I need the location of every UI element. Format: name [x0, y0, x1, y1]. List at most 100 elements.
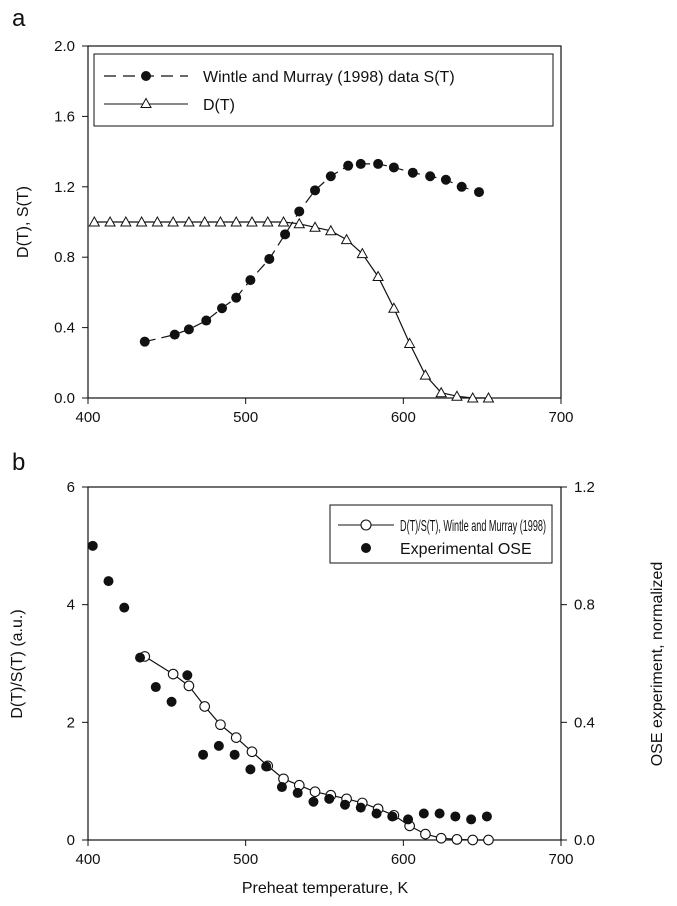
data-point-experimental-ose — [481, 811, 492, 822]
y-tick-label: 2 — [67, 714, 75, 731]
data-point-d-t — [277, 215, 290, 227]
y2-tick-label: 0.0 — [574, 832, 595, 849]
data-point-d-t — [356, 247, 369, 259]
data-point-wintle-and-murray-1998-data-s-t — [201, 315, 212, 326]
data-point-experimental-ose — [339, 799, 350, 810]
data-point-wintle-and-murray-1998-data-s-t — [425, 171, 436, 182]
data-point-experimental-ose — [198, 749, 209, 760]
legend-label-ose: Experimental OSE — [400, 541, 532, 558]
data-point-wintle-and-murray-1998-data-s-t — [139, 336, 150, 347]
panel-b-letter: b — [12, 449, 25, 476]
data-point-experimental-ose — [450, 811, 461, 822]
legend-marker-filled-circle-ose — [361, 543, 371, 553]
data-point-wintle-and-murray-1998-data-s-t — [169, 329, 180, 340]
data-point-wintle-and-murray-1998-data-s-t — [310, 185, 321, 196]
y-tick-label: 0.4 — [54, 320, 75, 337]
x-tick-label: 600 — [391, 851, 416, 868]
y-tick-label: 0.0 — [54, 390, 75, 407]
data-point-d-t-s-t-wintle-and-murray-1998 — [167, 668, 179, 680]
data-point-wintle-and-murray-1998-data-s-t — [456, 181, 467, 192]
legend-label-ratio: D(T)/S(T), Wintle and Murray (1998) — [400, 518, 546, 535]
panel-a-x-ticks: 400 500 600 700 — [75, 398, 574, 426]
data-point-d-t — [309, 221, 321, 232]
data-point-experimental-ose — [355, 802, 366, 813]
x-tick-label: 400 — [75, 851, 100, 868]
data-point-experimental-ose — [135, 652, 146, 663]
data-point-experimental-ose — [150, 682, 161, 693]
y-tick-label: 4 — [67, 597, 75, 614]
series-line-d-t-s-t-wintle-and-murray-1998 — [144, 655, 489, 841]
data-point-experimental-ose — [292, 787, 303, 798]
data-point-d-t — [261, 215, 274, 227]
data-point-experimental-ose — [466, 814, 477, 825]
data-point-d-t-s-t-wintle-and-murray-1998 — [230, 732, 242, 743]
y2-tick-label: 0.4 — [574, 714, 595, 731]
data-point-d-t — [230, 215, 243, 227]
data-point-experimental-ose — [434, 808, 445, 819]
series-line-wintle-and-murray-1998-data-s-t — [144, 163, 480, 343]
panel-a-letter: a — [12, 5, 26, 32]
data-point-wintle-and-murray-1998-data-s-t — [264, 253, 275, 264]
data-point-d-t-s-t-wintle-and-murray-1998 — [435, 832, 447, 844]
y2-tick-label: 1.2 — [574, 479, 595, 496]
panel-b-x-axis-label: Preheat temperature, K — [242, 880, 409, 897]
panel-b-x-ticks: 400 500 600 700 — [75, 840, 574, 868]
data-point-d-t — [324, 224, 337, 236]
data-point-experimental-ose — [261, 761, 272, 772]
panel-a-chart: a 0.0 0.4 0.8 1.2 1.6 2.0 400 500 600 700 D(T), … — [12, 5, 574, 426]
data-point-d-t — [88, 215, 101, 227]
panel-a-plot-frame — [87, 45, 562, 399]
data-point-d-t — [372, 270, 384, 282]
panel-b-right-y-axis-label: OSE experiment, normalized — [649, 562, 666, 767]
panel-a-legend-box — [93, 53, 554, 127]
panel-b-y-axis-label: D(T)/S(T) (a.u.) — [9, 609, 26, 718]
data-point-d-t-s-t-wintle-and-murray-1998 — [215, 719, 226, 731]
data-point-experimental-ose — [103, 576, 114, 587]
data-point-d-t-s-t-wintle-and-murray-1998 — [483, 834, 494, 846]
panel-a-y-axis-label: D(T), S(T) — [15, 186, 32, 258]
data-point-experimental-ose — [308, 796, 319, 807]
data-point-wintle-and-murray-1998-data-s-t — [280, 229, 291, 240]
data-point-d-t — [214, 215, 227, 227]
data-point-d-t — [388, 302, 400, 313]
x-tick-label: 700 — [548, 851, 573, 868]
data-point-wintle-and-murray-1998-data-s-t — [440, 174, 451, 185]
data-point-d-t — [135, 215, 148, 227]
legend-label-d: D(T) — [203, 97, 235, 114]
data-point-experimental-ose — [119, 602, 130, 613]
y-tick-label: 0.8 — [54, 249, 75, 266]
legend-marker-open-triangle — [140, 97, 152, 108]
data-point-d-t-s-t-wintle-and-murray-1998 — [420, 828, 431, 840]
data-point-wintle-and-murray-1998-data-s-t — [388, 162, 399, 173]
data-point-wintle-and-murray-1998-data-s-t — [343, 160, 354, 171]
data-point-d-t — [419, 369, 432, 380]
panel-b-chart: b 0 2 4 6 0.0 0.4 0.8 1.2 400 500 600 700 D(T)/S(… — [9, 449, 666, 897]
data-point-d-t — [198, 215, 211, 227]
data-point-d-t — [183, 215, 195, 227]
data-point-d-t — [167, 215, 179, 227]
data-point-d-t-s-t-wintle-and-murray-1998 — [278, 773, 289, 785]
panel-a-legend: Wintle and Murray (1998) data S(T) D(T) — [93, 53, 554, 127]
data-point-experimental-ose — [371, 808, 382, 819]
data-point-wintle-and-murray-1998-data-s-t — [231, 292, 242, 303]
series-line-d-t — [94, 221, 489, 399]
data-point-d-t — [451, 390, 463, 401]
data-point-d-t — [435, 386, 448, 398]
panel-b-legend: D(T)/S(T), Wintle and Murray (1998) Expe… — [329, 504, 553, 564]
panel-b-plot-frame — [87, 486, 562, 841]
panel-b-right-y-ticks: 0.0 0.4 0.8 1.2 — [561, 479, 595, 849]
data-point-experimental-ose — [182, 670, 193, 681]
data-point-wintle-and-murray-1998-data-s-t — [217, 303, 228, 314]
data-point-experimental-ose — [418, 808, 429, 819]
x-tick-label: 400 — [75, 409, 100, 426]
data-point-wintle-and-murray-1998-data-s-t — [355, 158, 366, 169]
data-point-wintle-and-murray-1998-data-s-t — [373, 158, 384, 169]
data-point-d-t — [104, 215, 116, 227]
data-point-wintle-and-murray-1998-data-s-t — [325, 171, 336, 182]
data-point-d-t — [482, 391, 495, 403]
data-point-d-t — [340, 233, 353, 245]
data-point-d-t — [151, 215, 164, 227]
data-point-experimental-ose — [403, 814, 414, 825]
x-tick-label: 500 — [233, 409, 258, 426]
